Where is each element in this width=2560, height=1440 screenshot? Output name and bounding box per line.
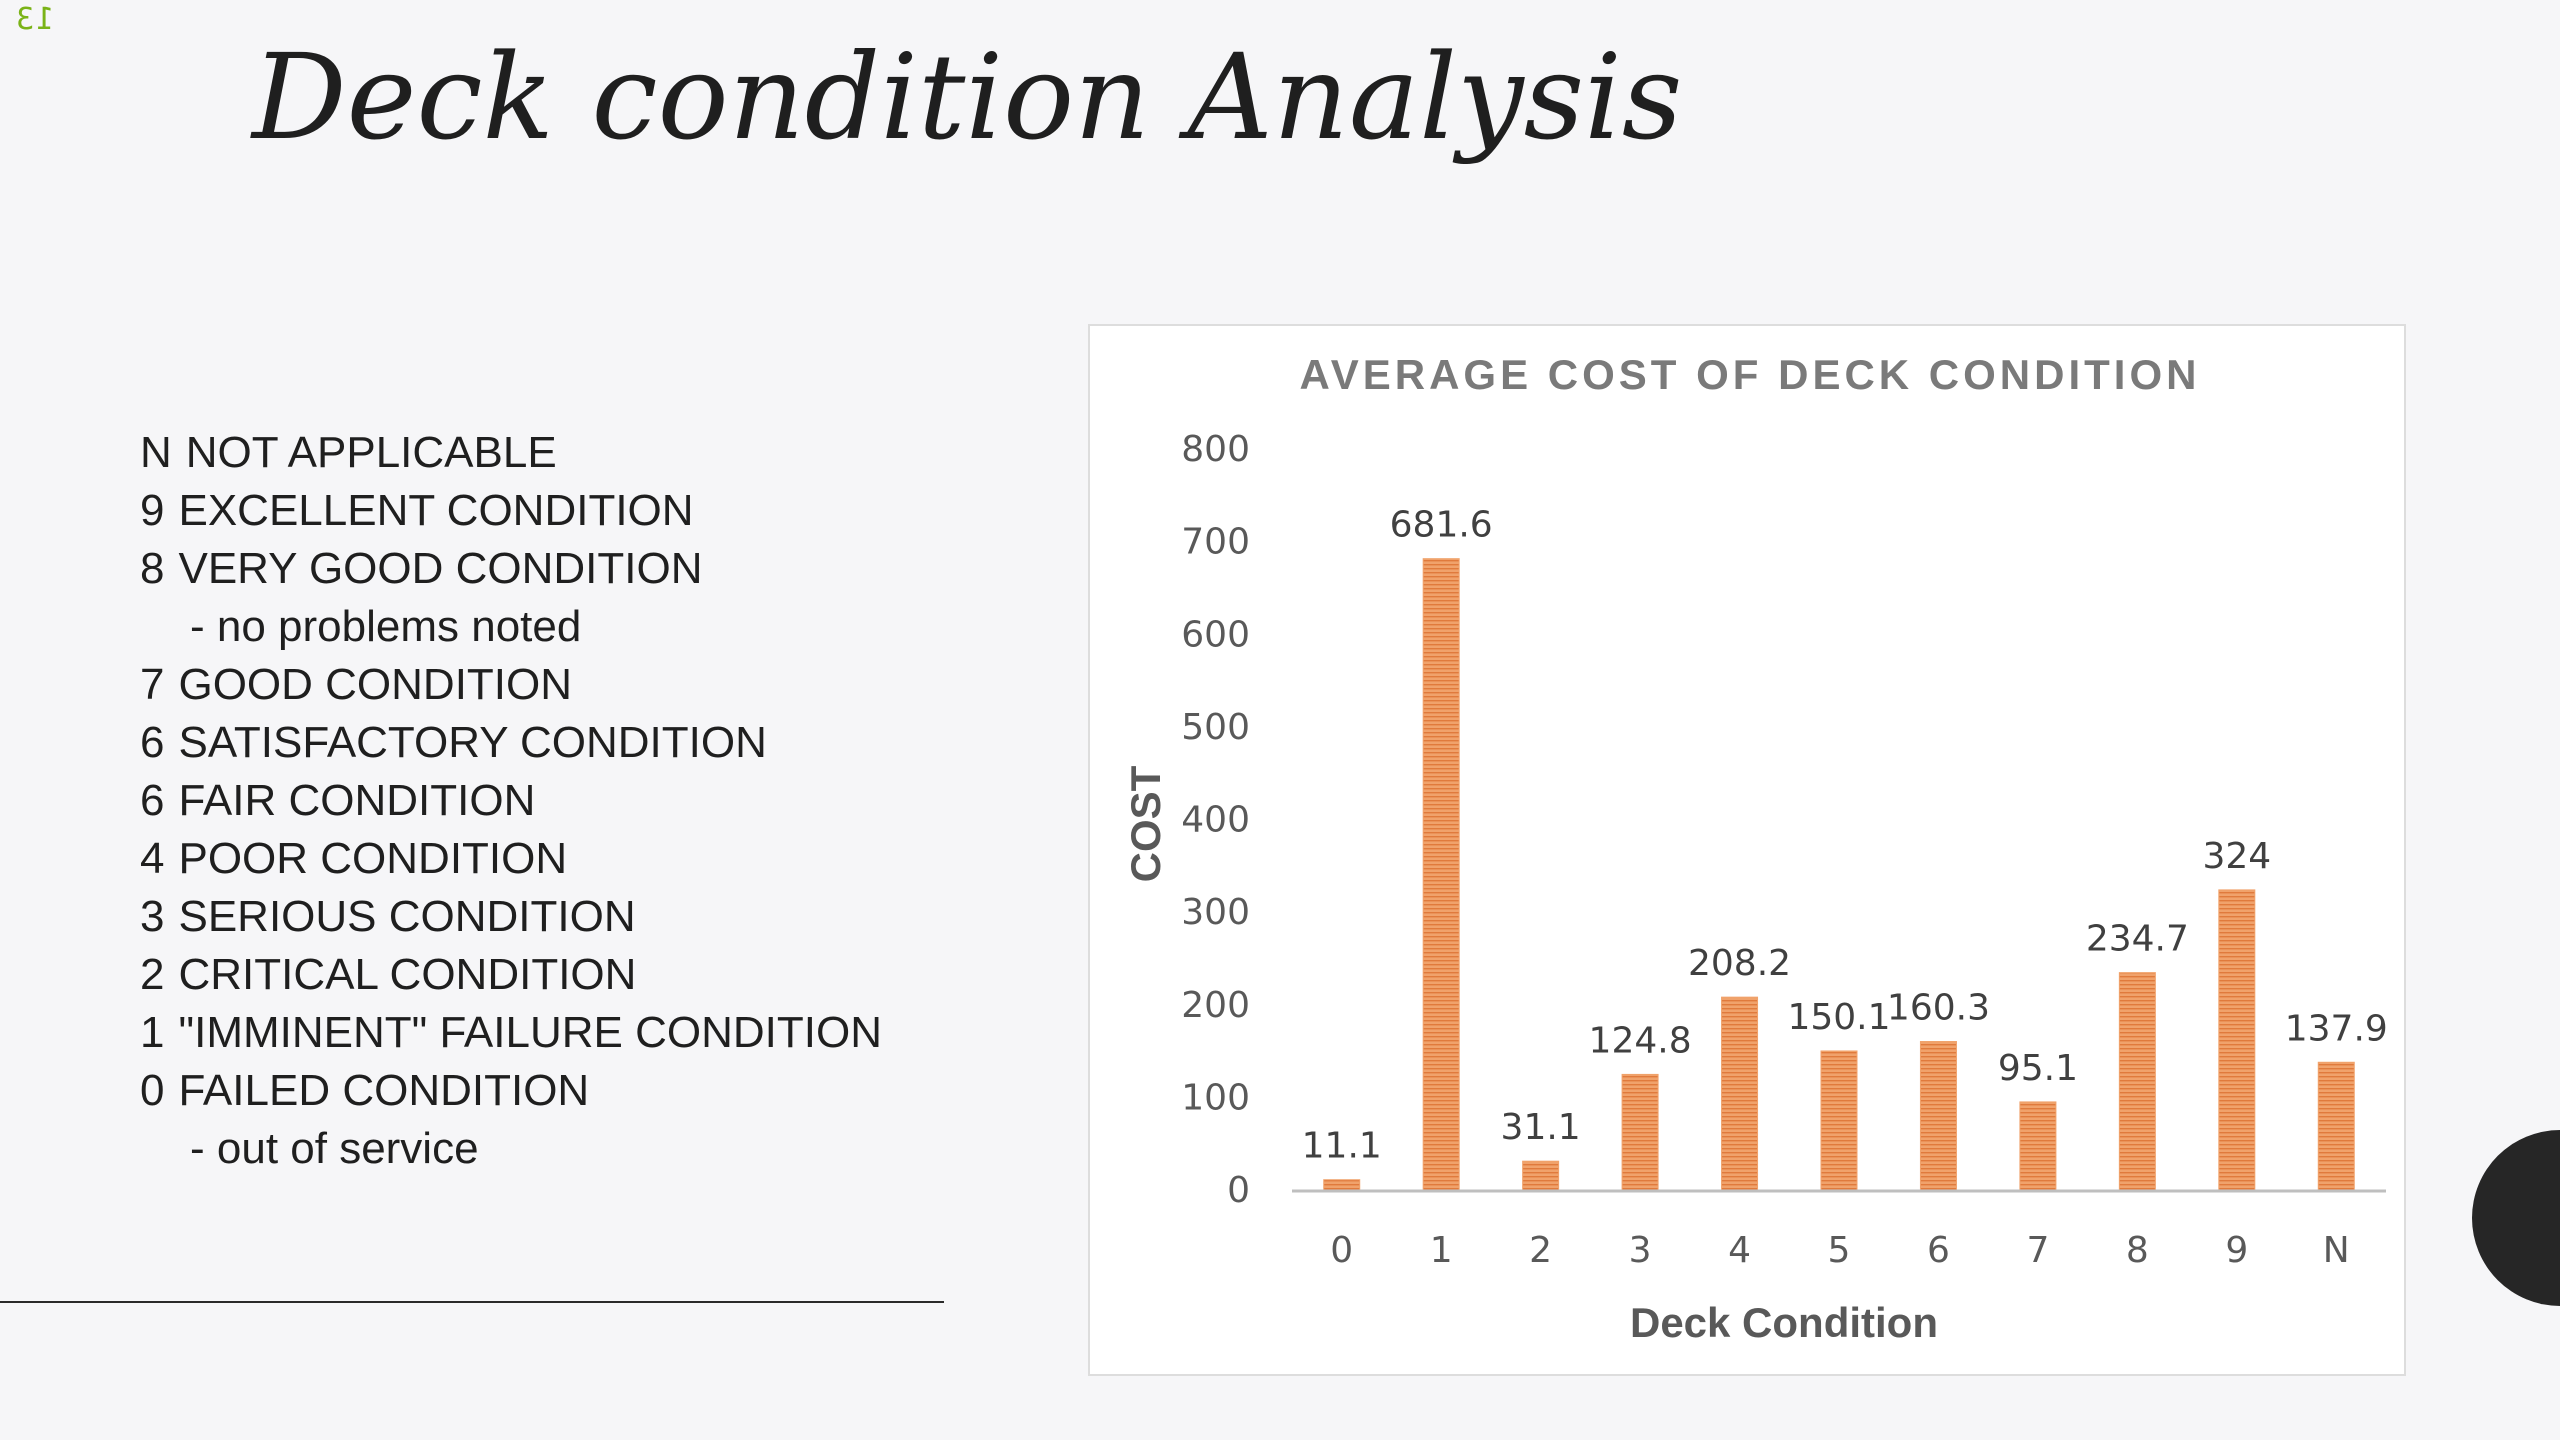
legend-label: SATISFACTORY CONDITION [178, 718, 767, 767]
legend-code: 3 [140, 892, 165, 941]
slide-title: Deck condition Analysis [252, 28, 1683, 166]
legend-code: 4 [140, 834, 165, 883]
legend-code: N [140, 428, 172, 477]
data-label: 234.7 [2086, 919, 2189, 960]
data-label: 137.9 [2285, 1008, 2388, 1049]
divider-line [0, 1301, 944, 1303]
legend-item: N NOT APPLICABLE [140, 424, 882, 482]
legend-label: CRITICAL CONDITION [178, 950, 637, 999]
data-label: 11.1 [1302, 1126, 1382, 1167]
x-tick-label: 8 [2126, 1230, 2149, 1271]
y-tick-label: 300 [1181, 892, 1250, 933]
legend-note: - no problems noted [140, 598, 882, 656]
legend-label: POOR CONDITION [178, 834, 568, 883]
slide-number: 13 [14, 2, 55, 37]
data-label: 95.1 [1998, 1048, 2078, 1089]
legend-label: VERY GOOD CONDITION [178, 544, 703, 593]
x-tick-label: N [2323, 1230, 2350, 1271]
legend-item: 6 FAIR CONDITION [140, 772, 882, 830]
x-tick-label: 4 [1728, 1230, 1751, 1271]
x-axis-title: Deck Condition [1630, 1299, 1938, 1346]
x-tick-label: 6 [1927, 1230, 1950, 1271]
legend-label: FAILED CONDITION [178, 1066, 590, 1115]
legend-label: FAIR CONDITION [178, 776, 536, 825]
y-tick-label: 200 [1181, 985, 1250, 1026]
bar-N [2317, 1061, 2355, 1191]
legend-code: 9 [140, 486, 165, 535]
legend-label: - out of service [190, 1124, 479, 1173]
y-tick-label: 100 [1181, 1077, 1250, 1118]
legend-item: 4 POOR CONDITION [140, 830, 882, 888]
data-label: 324 [2202, 836, 2271, 877]
y-tick-label: 600 [1181, 614, 1250, 655]
legend-label: GOOD CONDITION [178, 660, 573, 709]
chart-container: AVERAGE COST OF DECK CONDITION 0 100 200 30… [1088, 324, 2406, 1376]
data-label: 31.1 [1501, 1107, 1581, 1148]
legend-item: 7 GOOD CONDITION [140, 656, 882, 714]
bar-2 [1522, 1160, 1560, 1191]
y-tick-label: 700 [1181, 522, 1250, 563]
y-axis-ticks: 0 100 200 300 400 500 600 700 800 [1181, 429, 1250, 1211]
x-tick-label: 2 [1529, 1230, 1552, 1271]
y-axis-title: COST [1122, 765, 1169, 882]
y-tick-label: 400 [1181, 800, 1250, 841]
bar-4 [1721, 996, 1759, 1191]
legend-item: 6 SATISFACTORY CONDITION [140, 714, 882, 772]
bar-1 [1422, 558, 1460, 1191]
legend-label: "IMMINENT" FAILURE CONDITION [178, 1008, 882, 1057]
legend-label: EXCELLENT CONDITION [178, 486, 694, 535]
y-tick-label: 500 [1181, 707, 1250, 748]
x-tick-label: 1 [1430, 1230, 1453, 1271]
legend-item: 8 VERY GOOD CONDITION [140, 540, 882, 598]
data-label: 160.3 [1887, 988, 1990, 1029]
data-label: 208.2 [1688, 943, 1791, 984]
bar-3 [1621, 1073, 1659, 1191]
bar-7 [2019, 1101, 2057, 1191]
bar-5 [1820, 1050, 1858, 1191]
chart-title: AVERAGE COST OF DECK CONDITION [1300, 351, 2201, 398]
legend-code: 7 [140, 660, 165, 709]
legend-code: 6 [140, 718, 165, 767]
legend-code: 1 [140, 1008, 165, 1057]
legend-code: 0 [140, 1066, 165, 1115]
legend-item: 2 CRITICAL CONDITION [140, 946, 882, 1004]
legend-item: 1 "IMMINENT" FAILURE CONDITION [140, 1004, 882, 1062]
legend-note: - out of service [140, 1120, 882, 1178]
legend-item: 9 EXCELLENT CONDITION [140, 482, 882, 540]
y-tick-label: 0 [1227, 1170, 1250, 1211]
legend-code: 2 [140, 950, 165, 999]
legend-label: - no problems noted [190, 602, 582, 651]
x-tick-label: 5 [1828, 1230, 1851, 1271]
bar-9 [2218, 889, 2256, 1191]
x-tick-label: 3 [1629, 1230, 1652, 1271]
legend-label: SERIOUS CONDITION [178, 892, 636, 941]
condition-legend-list: N NOT APPLICABLE 9 EXCELLENT CONDITION 8 VERY… [140, 424, 882, 1178]
bar-8 [2118, 972, 2156, 1191]
legend-item: 3 SERIOUS CONDITION [140, 888, 882, 946]
data-label: 150.1 [1787, 997, 1890, 1038]
data-label: 681.6 [1390, 505, 1493, 546]
x-tick-label: 0 [1330, 1230, 1353, 1271]
decorative-circle [2472, 1130, 2560, 1306]
legend-code: 8 [140, 544, 165, 593]
data-label: 124.8 [1589, 1020, 1692, 1061]
y-tick-label: 800 [1181, 429, 1250, 470]
legend-item: 0 FAILED CONDITION [140, 1062, 882, 1120]
bar-6 [1919, 1041, 1957, 1191]
legend-code: 6 [140, 776, 165, 825]
bar-0 [1323, 1179, 1361, 1191]
legend-label: NOT APPLICABLE [185, 428, 557, 477]
bar-chart: AVERAGE COST OF DECK CONDITION 010020030… [1122, 351, 2388, 1346]
x-tick-label: 9 [2225, 1230, 2248, 1271]
x-tick-label: 7 [2026, 1230, 2049, 1271]
x-axis-ticks: 0 1 2 3 4 5 6 7 8 9 N [1330, 1230, 2349, 1271]
